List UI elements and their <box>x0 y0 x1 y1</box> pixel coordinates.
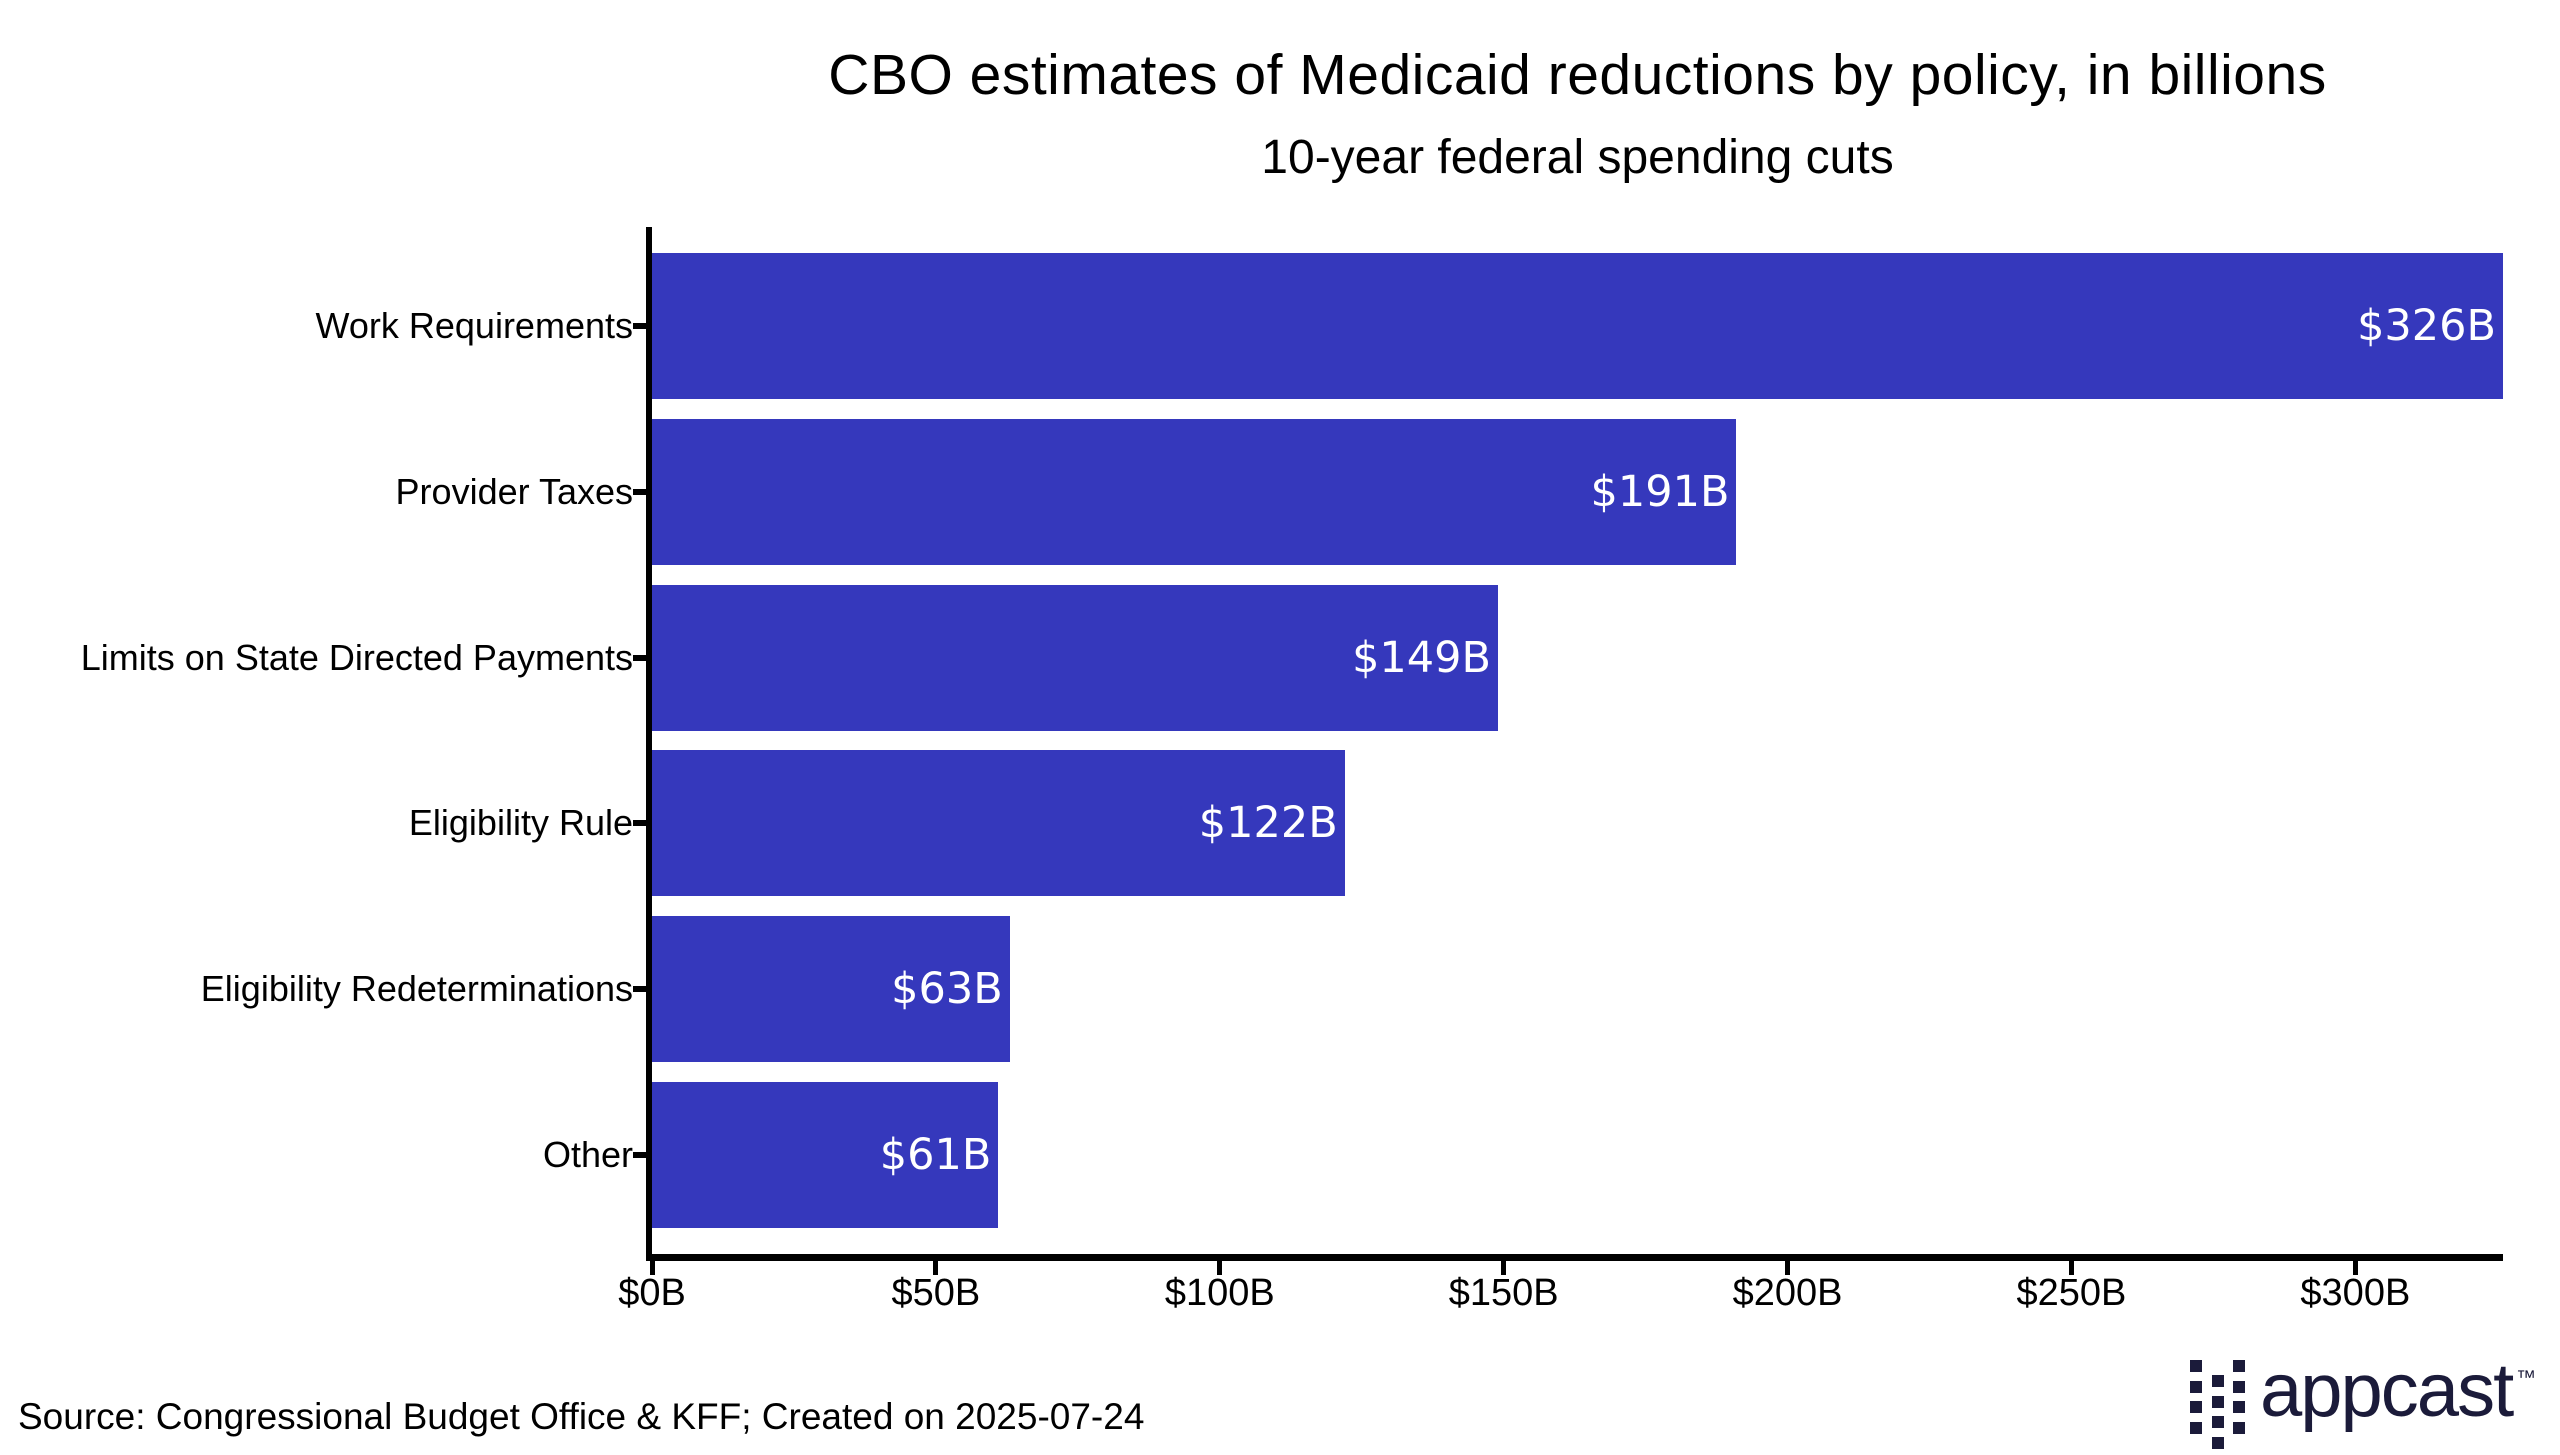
y-axis-label: Eligibility Redeterminations <box>200 968 633 1010</box>
logo-square <box>2233 1401 2245 1414</box>
bar-value-label: $63B <box>891 964 1003 1015</box>
logo-square <box>2211 1416 2224 1429</box>
y-axis-label: Limits on State Directed Payments <box>80 636 633 678</box>
x-axis-tick <box>649 1261 655 1275</box>
x-axis-tick <box>2068 1261 2074 1275</box>
y-axis-tick <box>633 1152 647 1158</box>
trademark-symbol: ™ <box>2516 1367 2536 1389</box>
y-axis-label: Eligibility Rule <box>408 802 633 844</box>
y-axis-line <box>646 227 652 1261</box>
x-axis-tick-label: $150B <box>1448 1272 1559 1314</box>
x-axis-tick-label: $200B <box>1732 1272 1843 1314</box>
y-axis-tick <box>633 986 647 993</box>
logo-square <box>2211 1375 2224 1387</box>
bar-value-label: $191B <box>1590 466 1730 517</box>
logo-square <box>2211 1395 2224 1408</box>
bar: $191B <box>652 418 1737 565</box>
x-axis-tick <box>1501 1261 1507 1275</box>
bar-value-label: $326B <box>2357 301 2496 351</box>
x-axis-tick <box>1785 1261 1791 1275</box>
x-axis-tick <box>933 1261 939 1275</box>
x-axis-tick-label: $100B <box>1164 1272 1275 1314</box>
y-axis-label: Provider Taxes <box>395 470 633 512</box>
logo-square <box>2233 1360 2245 1372</box>
y-axis-tick <box>633 654 647 661</box>
bar-value-label: $122B <box>1198 798 1338 849</box>
logo-square <box>2233 1380 2245 1393</box>
y-axis-tick <box>633 820 647 827</box>
logo-square <box>2190 1360 2202 1372</box>
appcast-logo: appcast ™ <box>2180 1345 2550 1455</box>
logo-square <box>2211 1437 2224 1450</box>
bar: $122B <box>652 750 1345 897</box>
bar-value-label: $61B <box>879 1130 992 1180</box>
appcast-logo-text: appcast <box>2260 1348 2514 1433</box>
chart-title: CBO estimates of Medicaid reductions by … <box>828 43 2327 107</box>
y-axis-label: Work Requirements <box>315 305 633 346</box>
source-note: Source: Congressional Budget Office & KF… <box>18 1396 1145 1437</box>
y-axis-tick <box>633 488 647 495</box>
bar: $61B <box>652 1082 999 1228</box>
bar: $149B <box>652 584 1498 731</box>
x-axis-tick-label: $50B <box>891 1272 981 1314</box>
bar: $63B <box>652 916 1010 1063</box>
x-axis-line <box>646 1254 2503 1261</box>
bar-value-label: $149B <box>1352 632 1491 683</box>
x-axis-tick-label: $250B <box>2016 1272 2127 1314</box>
x-axis-tick-label: $300B <box>2300 1272 2411 1314</box>
chart-subtitle: 10-year federal spending cuts <box>1261 131 1894 184</box>
x-axis-tick <box>1217 1261 1223 1275</box>
logo-square <box>2233 1422 2245 1435</box>
logo-square <box>2190 1380 2202 1393</box>
x-axis-tick <box>2352 1261 2358 1275</box>
y-axis-label: Other <box>542 1134 633 1175</box>
x-axis-tick-label: $0B <box>618 1272 686 1314</box>
logo-square <box>2190 1401 2202 1414</box>
bar: $326B <box>652 253 2503 399</box>
y-axis-tick <box>633 323 647 329</box>
logo-square <box>2190 1422 2202 1435</box>
